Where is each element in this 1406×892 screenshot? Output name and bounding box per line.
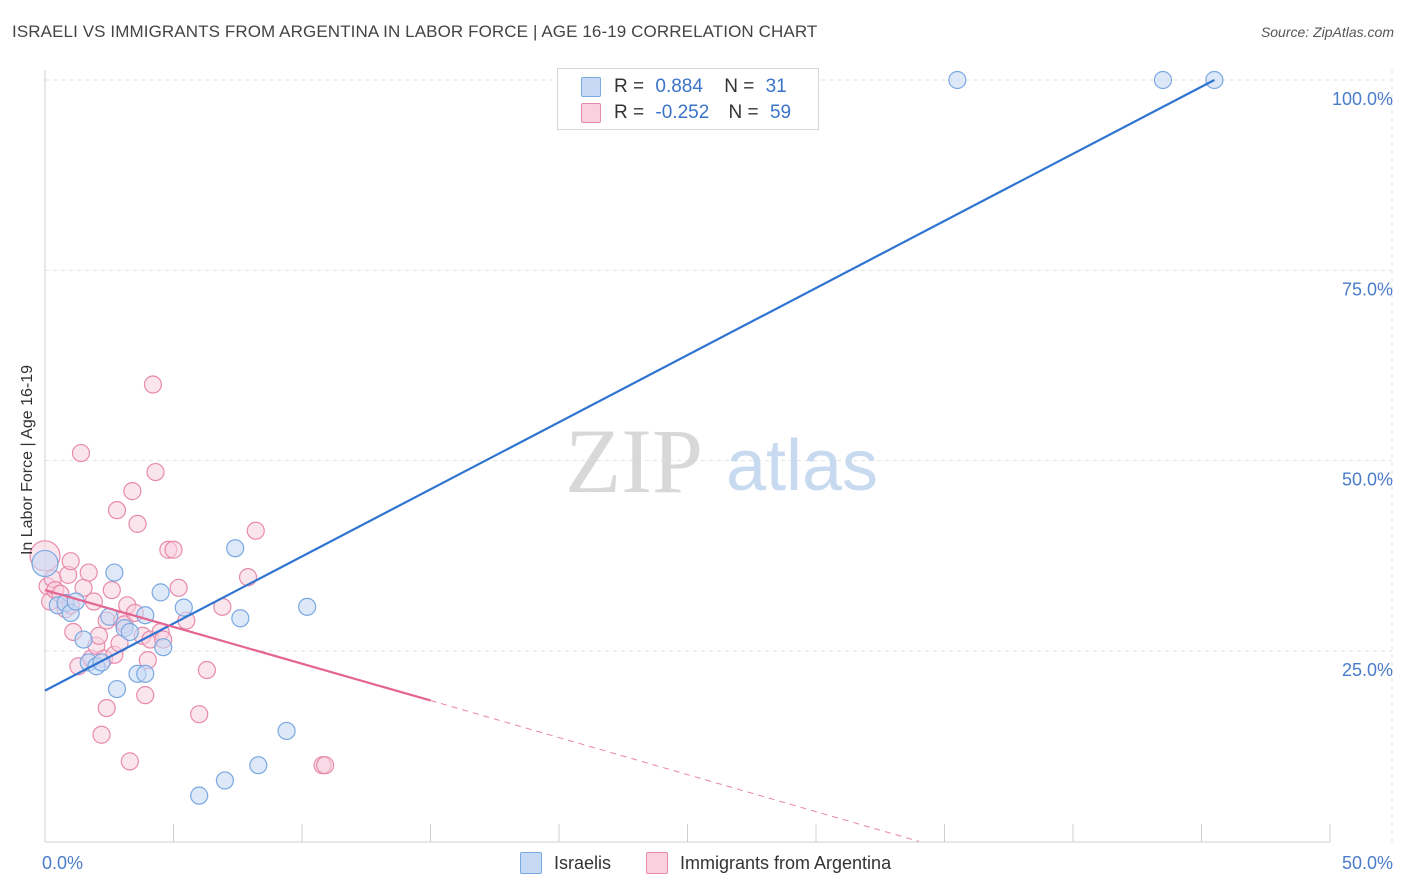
chart-title: ISRAELI VS IMMIGRANTS FROM ARGENTINA IN …	[12, 22, 818, 41]
n-label: N =	[724, 76, 755, 97]
legend-item-israelis: Israelis	[520, 852, 611, 874]
argentina-legend-swatch	[646, 852, 668, 874]
x-tick-label-min: 0.0%	[42, 853, 83, 873]
legend-item-argentina: Immigrants from Argentina	[646, 852, 891, 874]
argentina-point	[120, 752, 139, 771]
israelis-point	[151, 583, 170, 602]
israelis-point	[31, 549, 59, 578]
israelis-point	[249, 756, 268, 775]
argentina-point	[79, 563, 98, 582]
r-label: R =	[614, 76, 645, 97]
israelis-point	[105, 563, 124, 582]
israelis-point	[136, 664, 155, 683]
y-axis-label: In Labor Force | Age 16-19	[19, 364, 36, 556]
argentina-point	[169, 578, 188, 597]
y-tick-label: 25.0%	[1342, 660, 1393, 680]
argentina-point	[107, 501, 127, 520]
argentina-point	[92, 725, 111, 744]
correlation-legend: R = 0.884 N = 31 R = -0.252 N = 59	[557, 68, 819, 130]
trend-lines	[44, 79, 1215, 842]
argentina-legend-label: Immigrants from Argentina	[680, 852, 892, 873]
israelis-point	[107, 679, 127, 699]
argentina-point	[71, 443, 91, 463]
argentina-point	[89, 626, 109, 645]
argentina-point	[164, 540, 183, 559]
argentina-point	[146, 462, 165, 482]
argentina-point	[102, 580, 121, 600]
series-legend: Israelis Immigrants from Argentina	[0, 852, 1406, 878]
tick-labels: 25.0% 50.0% 75.0% 100.0% 0.0% 50.0%	[42, 89, 1393, 873]
y-tick-label: 75.0%	[1342, 279, 1393, 299]
israelis-point	[190, 786, 209, 805]
israelis-legend-label: Israelis	[554, 852, 612, 873]
israelis-point	[215, 771, 234, 790]
argentina-point	[61, 552, 80, 571]
israelis-point	[74, 630, 93, 649]
source-label: Source: ZipAtlas.com	[1260, 24, 1394, 40]
argentina-points	[29, 375, 335, 775]
israelis-point	[1153, 70, 1173, 90]
israelis-r-value: 0.884	[655, 76, 703, 97]
argentina-n-value: 59	[769, 102, 792, 123]
argentina-swatch	[581, 103, 601, 123]
israelis-point	[231, 609, 250, 628]
israelis-point	[92, 653, 111, 672]
israelis-trend-line	[44, 79, 1215, 692]
israelis-point	[298, 597, 317, 616]
israelis-legend-swatch	[520, 852, 542, 874]
argentina-point	[97, 698, 116, 718]
argentina-point	[316, 756, 335, 775]
watermark-atlas: atlas	[726, 426, 878, 506]
argentina-point	[238, 568, 258, 587]
israelis-point	[174, 598, 193, 617]
argentina-point	[197, 660, 217, 680]
argentina-point	[123, 482, 142, 501]
israelis-points	[31, 70, 1224, 805]
argentina-point	[246, 521, 265, 540]
israelis-point	[948, 70, 967, 90]
argentina-point	[190, 705, 209, 724]
y-tick-label: 100.0%	[1332, 89, 1393, 109]
argentina-trend-extension	[430, 700, 919, 842]
n-label: N =	[728, 102, 759, 123]
watermark-zip: ZIP	[565, 410, 703, 512]
israelis-point	[277, 721, 296, 741]
israelis-point	[120, 622, 139, 642]
israelis-swatch	[581, 77, 601, 97]
axes	[44, 70, 1331, 843]
israelis-point	[226, 539, 245, 558]
gridlines	[45, 70, 1393, 842]
israelis-n-value: 31	[765, 76, 787, 97]
argentina-r-value: -0.252	[655, 102, 710, 123]
y-tick-label: 50.0%	[1342, 470, 1393, 490]
israelis-point	[154, 638, 173, 657]
argentina-trend-line	[44, 589, 431, 702]
x-tick-label-max: 50.0%	[1342, 853, 1393, 873]
argentina-point	[128, 514, 147, 533]
argentina-point	[136, 686, 155, 705]
argentina-point	[143, 375, 163, 394]
r-label: R =	[614, 102, 645, 123]
watermark: ZIP atlas	[565, 410, 878, 512]
